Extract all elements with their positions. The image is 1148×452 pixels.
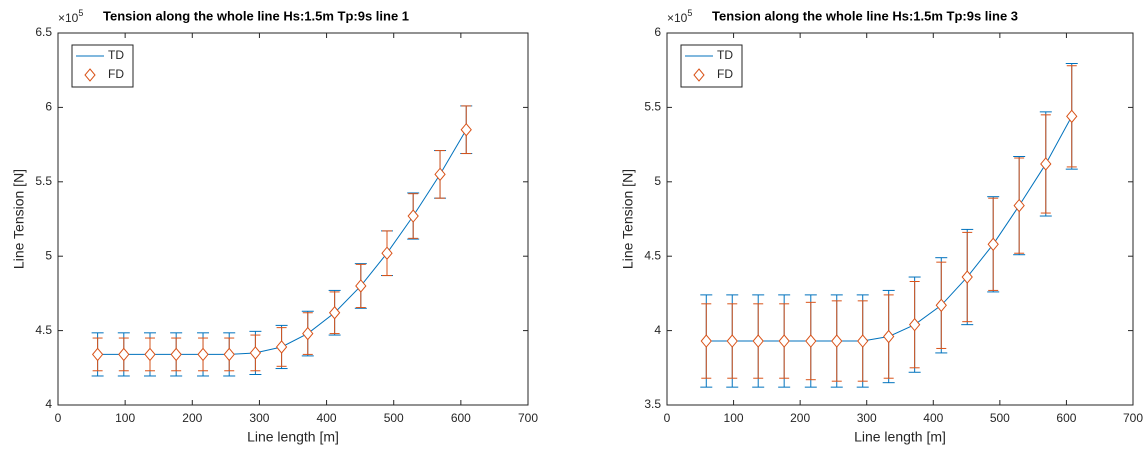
x-tick-label: 0 <box>664 411 671 425</box>
diamond-marker <box>935 298 947 313</box>
diamond-marker <box>328 305 341 320</box>
legend-label: TD <box>717 48 733 62</box>
diamond-marker <box>778 334 790 348</box>
y-tick-label: 5.5 <box>644 100 661 114</box>
x-tick-label: 100 <box>724 411 744 425</box>
diamond-marker <box>144 347 156 362</box>
x-tick-label: 400 <box>923 411 943 425</box>
x-tick-label: 200 <box>790 411 810 425</box>
chart-title: Tension along the whole line Hs:1.5m Tp:… <box>712 8 1018 23</box>
y-multiplier: ×105 <box>58 8 83 25</box>
y-tick-label: 4.5 <box>35 323 52 337</box>
diamond-marker <box>1066 109 1078 124</box>
x-tick-label: 200 <box>182 411 202 425</box>
y-multiplier-exponent: 5 <box>687 8 692 18</box>
diamond-marker <box>857 334 869 348</box>
legend-label: FD <box>717 67 733 81</box>
diamond-marker <box>197 347 209 362</box>
diamond-marker <box>1040 157 1052 171</box>
x-axis-label: Line length [m] <box>854 429 946 445</box>
x-tick-label: 500 <box>990 411 1010 425</box>
diamond-marker <box>805 334 817 348</box>
y-multiplier-base: ×10 <box>667 11 688 25</box>
y-tick-label: 6 <box>45 100 52 114</box>
y-multiplier-exponent: 5 <box>78 8 83 18</box>
diamond-marker <box>700 334 712 348</box>
legend-swatch <box>84 68 96 82</box>
y-multiplier: ×105 <box>667 8 692 25</box>
y-tick-label: 6.5 <box>35 25 52 39</box>
y-tick-label: 6 <box>654 25 661 39</box>
diamond-marker <box>961 270 973 284</box>
diamond-marker <box>407 209 419 223</box>
y-axis-label: Line Tension [N] <box>11 169 27 269</box>
x-tick-label: 600 <box>451 411 471 425</box>
diamond-marker <box>302 326 314 341</box>
diamond-marker <box>223 347 235 362</box>
diamond-marker <box>831 334 843 348</box>
legend-label: FD <box>108 67 124 81</box>
x-axis-label: Line length [m] <box>247 429 339 445</box>
x-tick-label: 500 <box>384 411 404 425</box>
diamond-marker <box>91 347 104 362</box>
x-tick-label: 300 <box>249 411 269 425</box>
y-tick-label: 5.5 <box>35 174 52 188</box>
diamond-marker <box>434 167 446 182</box>
y-tick-label: 4 <box>654 323 661 337</box>
x-tick-label: 300 <box>857 411 877 425</box>
y-tick-label: 4.5 <box>644 248 661 262</box>
diamond-marker <box>275 340 288 354</box>
x-tick-label: 700 <box>518 411 538 425</box>
legend: TD FD <box>71 44 134 88</box>
x-tick-label: 700 <box>1123 411 1143 425</box>
plot-area <box>666 32 1134 406</box>
diamond-marker <box>883 329 895 344</box>
diamond-marker <box>170 347 182 362</box>
x-tick-label: 600 <box>1056 411 1076 425</box>
diamond-marker <box>752 334 764 348</box>
y-tick-label: 5 <box>654 174 661 188</box>
y-tick-label: 4 <box>45 397 52 411</box>
diamond-marker <box>987 237 999 252</box>
y-tick-label: 3.5 <box>644 397 661 411</box>
y-tick-label: 5 <box>45 248 52 262</box>
diamond-marker <box>460 122 472 137</box>
legend: TD FD <box>680 44 743 88</box>
legend-label: TD <box>108 48 124 62</box>
y-multiplier-base: ×10 <box>58 11 79 25</box>
diamond-marker <box>355 279 367 293</box>
x-tick-label: 0 <box>55 411 62 425</box>
diamond-marker <box>118 347 130 362</box>
diamond-marker <box>381 246 393 261</box>
plot-area <box>57 32 529 406</box>
legend-swatch <box>693 68 705 82</box>
diamond-marker <box>249 346 262 360</box>
diamond-marker <box>908 317 921 332</box>
legend-box <box>680 44 743 88</box>
x-tick-label: 100 <box>115 411 135 425</box>
y-axis-label: Line Tension [N] <box>620 169 636 269</box>
diamond-marker <box>1013 198 1025 213</box>
chart-title: Tension along the whole line Hs:1.5m Tp:… <box>103 8 409 23</box>
legend-box <box>71 44 134 88</box>
x-tick-label: 400 <box>317 411 337 425</box>
diamond-marker <box>726 334 738 348</box>
